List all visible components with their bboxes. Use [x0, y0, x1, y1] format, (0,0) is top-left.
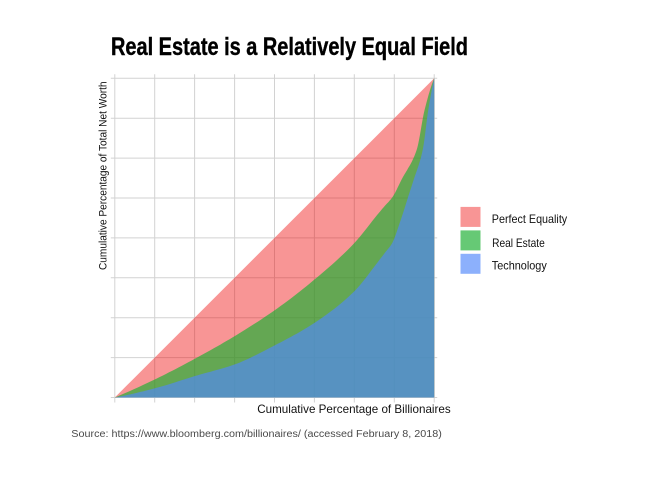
svg-text:Perfect Equality: Perfect Equality: [492, 212, 567, 226]
svg-text:Technology: Technology: [492, 258, 547, 272]
svg-text:Real Estate: Real Estate: [492, 236, 545, 250]
svg-text:Cumulative Percentage of Total: Cumulative Percentage of Total Net Worth: [98, 82, 110, 271]
svg-text:Real Estate is a Relatively Eq: Real Estate is a Relatively Equal Field: [111, 33, 468, 61]
svg-text:Source: https://www.bloomberg.: Source: https://www.bloomberg.com/billio…: [71, 429, 442, 440]
svg-text:Cumulative Percentage of Billi: Cumulative Percentage of Billionaires: [257, 402, 451, 416]
